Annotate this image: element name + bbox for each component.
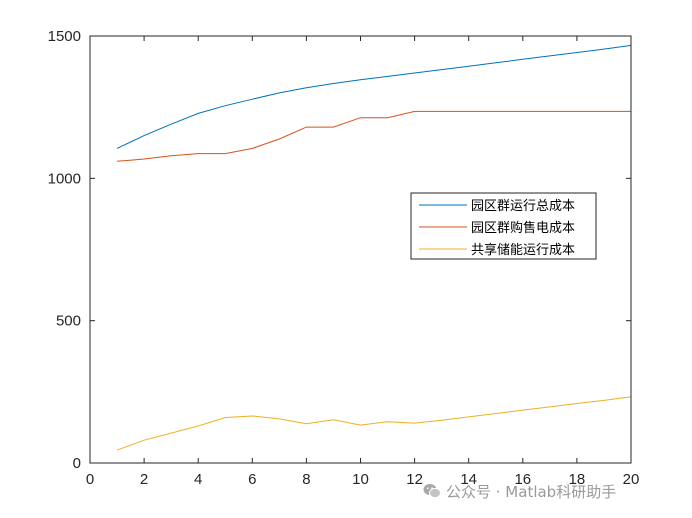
x-tick-label: 14	[460, 471, 477, 488]
x-tick-label: 12	[406, 471, 423, 488]
axis-ticks: 0 2 4 6 8 10 12 14 16 18 20 0 500 1000 1500	[48, 28, 640, 488]
x-tick-label: 16	[514, 471, 531, 488]
y-tick-label: 1000	[48, 170, 81, 187]
y-tick-label: 500	[56, 313, 81, 330]
y-tick-label: 1500	[48, 28, 81, 45]
x-tick-label: 0	[86, 471, 94, 488]
x-tick-label: 2	[140, 471, 148, 488]
x-tick-label: 4	[194, 471, 202, 488]
x-tick-label: 18	[569, 471, 586, 488]
legend-box	[410, 192, 597, 260]
series-line-1	[116, 44, 632, 149]
series-line-2	[116, 110, 631, 162]
y-tick-label: 0	[73, 455, 81, 472]
legend-label-2: 园区群购售电成本	[471, 220, 575, 236]
x-tick-label: 8	[302, 471, 310, 488]
axes-frame	[89, 35, 632, 464]
series-lines	[116, 44, 632, 451]
legend-label-1: 园区群运行总成本	[471, 199, 575, 214]
x-tick-label: 20	[623, 471, 640, 488]
legend-label-3: 共享储能运行成本	[471, 242, 575, 258]
watermark: 公众号 · Matlab科研助手	[423, 478, 616, 504]
wechat-icon	[423, 484, 441, 499]
series-line-3	[116, 396, 632, 451]
watermark-text: 公众号 · Matlab科研助手	[446, 482, 617, 501]
x-tick-label: 6	[248, 471, 256, 488]
x-tick-label: 10	[352, 471, 369, 488]
